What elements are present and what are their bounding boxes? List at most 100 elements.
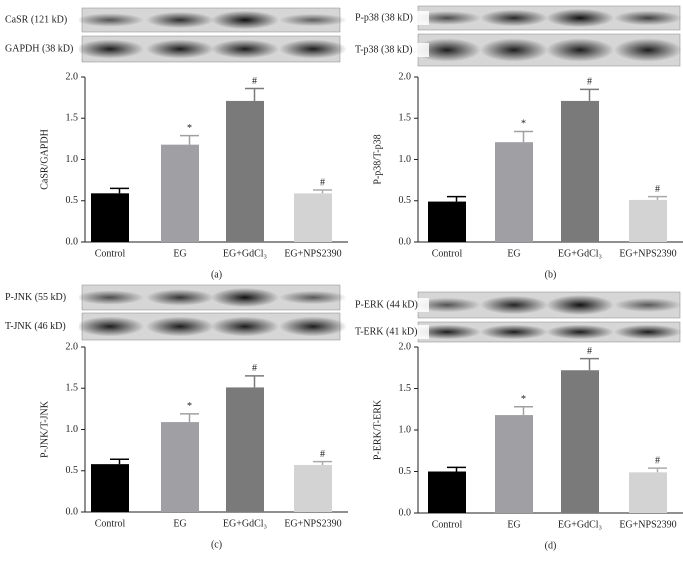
- bar: [294, 193, 332, 242]
- x-tick-label: EG: [173, 248, 186, 259]
- blot-label-bg: [3, 13, 79, 27]
- bar: [226, 100, 264, 242]
- panel: P-JNK (55 kD) T-JNK (46 kD) 0.0 0.5 1.0 1.5 2.…: [3, 284, 348, 550]
- blot-band: [76, 13, 144, 27]
- x-tick-label: EG+GdCl₃: [223, 518, 267, 529]
- x-tick-label: EG+NPS2390: [619, 248, 676, 259]
- blot-band: [279, 39, 347, 59]
- y-tick-label: 0.0: [399, 236, 412, 247]
- panel-label: (d): [545, 540, 557, 551]
- bar: [561, 100, 599, 242]
- bar: [495, 142, 533, 242]
- significance-marker: #: [320, 177, 325, 188]
- bar: [294, 464, 332, 512]
- x-tick-label: EG+GdCl₃: [223, 248, 267, 259]
- y-tick-label: 1.5: [399, 383, 412, 394]
- x-tick-label: Control: [432, 248, 463, 259]
- x-tick-label: Control: [432, 519, 463, 530]
- significance-marker: #: [587, 77, 592, 88]
- blot-band: [614, 10, 682, 26]
- y-axis-label: P-ERK/T-ERK: [372, 399, 383, 460]
- blot-band: [211, 287, 279, 308]
- y-tick-label: 0.0: [66, 506, 79, 517]
- y-tick-label: 1.5: [66, 383, 79, 394]
- x-tick-label: EG+NPS2390: [284, 248, 341, 259]
- blot-band: [211, 316, 279, 337]
- x-tick-label: Control: [95, 518, 126, 529]
- blot-band: [146, 39, 214, 59]
- x-tick-label: EG: [507, 519, 520, 530]
- bar: [629, 472, 667, 513]
- panel: P-p38 (38 kD) T-p38 (38 kD) 0.0 0.5 1.0 1.5 2.…: [353, 5, 683, 280]
- significance-marker: #: [655, 184, 660, 195]
- blot-label: P-JNK (55 kD): [5, 292, 66, 303]
- x-tick-label: EG: [507, 248, 520, 259]
- blot-band: [413, 297, 481, 313]
- blot-band: [76, 316, 144, 337]
- bar: [226, 387, 264, 512]
- blot-band: [146, 289, 214, 306]
- significance-marker: #: [655, 455, 660, 466]
- y-axis-label: P-JNK/T-JNK: [39, 400, 50, 458]
- y-tick-label: 2.0: [66, 71, 79, 82]
- blot-band: [211, 10, 279, 30]
- bar: [561, 370, 599, 513]
- y-tick-label: 0.0: [66, 236, 79, 247]
- y-tick-label: 0.5: [66, 195, 79, 206]
- significance-marker: #: [320, 449, 325, 460]
- significance-marker: *: [521, 119, 526, 130]
- y-tick-label: 1.5: [399, 113, 412, 124]
- significance-marker: *: [187, 401, 192, 412]
- bar: [91, 464, 129, 512]
- blot-band: [413, 324, 481, 340]
- x-tick-label: EG+NPS2390: [284, 518, 341, 529]
- blot-band: [546, 295, 614, 315]
- x-tick-label: EG+NPS2390: [619, 519, 676, 530]
- blot-band: [546, 324, 614, 340]
- y-tick-label: 2.0: [399, 71, 412, 82]
- significance-marker: #: [252, 76, 257, 87]
- x-tick-label: EG+GdCl₃: [558, 248, 602, 259]
- bar: [428, 471, 466, 513]
- y-tick-label: 0.0: [399, 507, 412, 518]
- y-axis-label: P-p38/T-p38: [372, 134, 383, 184]
- blot-label: CaSR (121 kD): [5, 14, 67, 25]
- blot-band: [211, 39, 279, 59]
- blot-band: [614, 298, 682, 312]
- blot-band: [480, 295, 548, 315]
- bar: [91, 193, 129, 242]
- y-tick-label: 2.0: [66, 341, 79, 352]
- bar: [161, 144, 199, 242]
- panel-label: (a): [211, 269, 222, 280]
- blot-label-bg: [353, 11, 429, 25]
- blot-band: [279, 13, 347, 27]
- x-tick-label: EG: [173, 518, 186, 529]
- y-tick-label: 1.0: [66, 154, 79, 165]
- blot-band: [546, 38, 614, 62]
- blot-band: [76, 290, 144, 305]
- x-tick-label: EG+GdCl₃: [558, 519, 602, 530]
- blot-band: [146, 11, 214, 29]
- bar: [428, 201, 466, 242]
- blot-label: T-ERK (41 kD): [355, 326, 417, 337]
- blot-band: [480, 324, 548, 340]
- significance-marker: #: [587, 346, 592, 357]
- blot-label: T-JNK (46 kD): [5, 321, 66, 332]
- blot-label: T-p38 (38 kD): [355, 44, 412, 55]
- blot-label: GAPDH (38 kD): [5, 43, 73, 54]
- blot-band: [279, 290, 347, 305]
- y-tick-label: 0.5: [399, 195, 412, 206]
- y-tick-label: 1.0: [399, 154, 412, 165]
- blot-band: [614, 324, 682, 340]
- blot-band: [146, 316, 214, 337]
- blot-label-bg: [3, 319, 79, 334]
- bar: [495, 415, 533, 513]
- blot-band: [279, 316, 347, 337]
- blot-label-bg: [353, 298, 429, 312]
- blot-band: [413, 11, 481, 25]
- y-tick-label: 0.5: [399, 466, 412, 477]
- panel-label: (b): [545, 269, 557, 280]
- y-axis-label: CaSR/GAPDH: [39, 129, 50, 190]
- panel: CaSR (121 kD) GAPDH (38 kD) 0.0 0.5 1.0 1.5 2.…: [3, 7, 348, 280]
- blot-label-bg: [353, 43, 429, 57]
